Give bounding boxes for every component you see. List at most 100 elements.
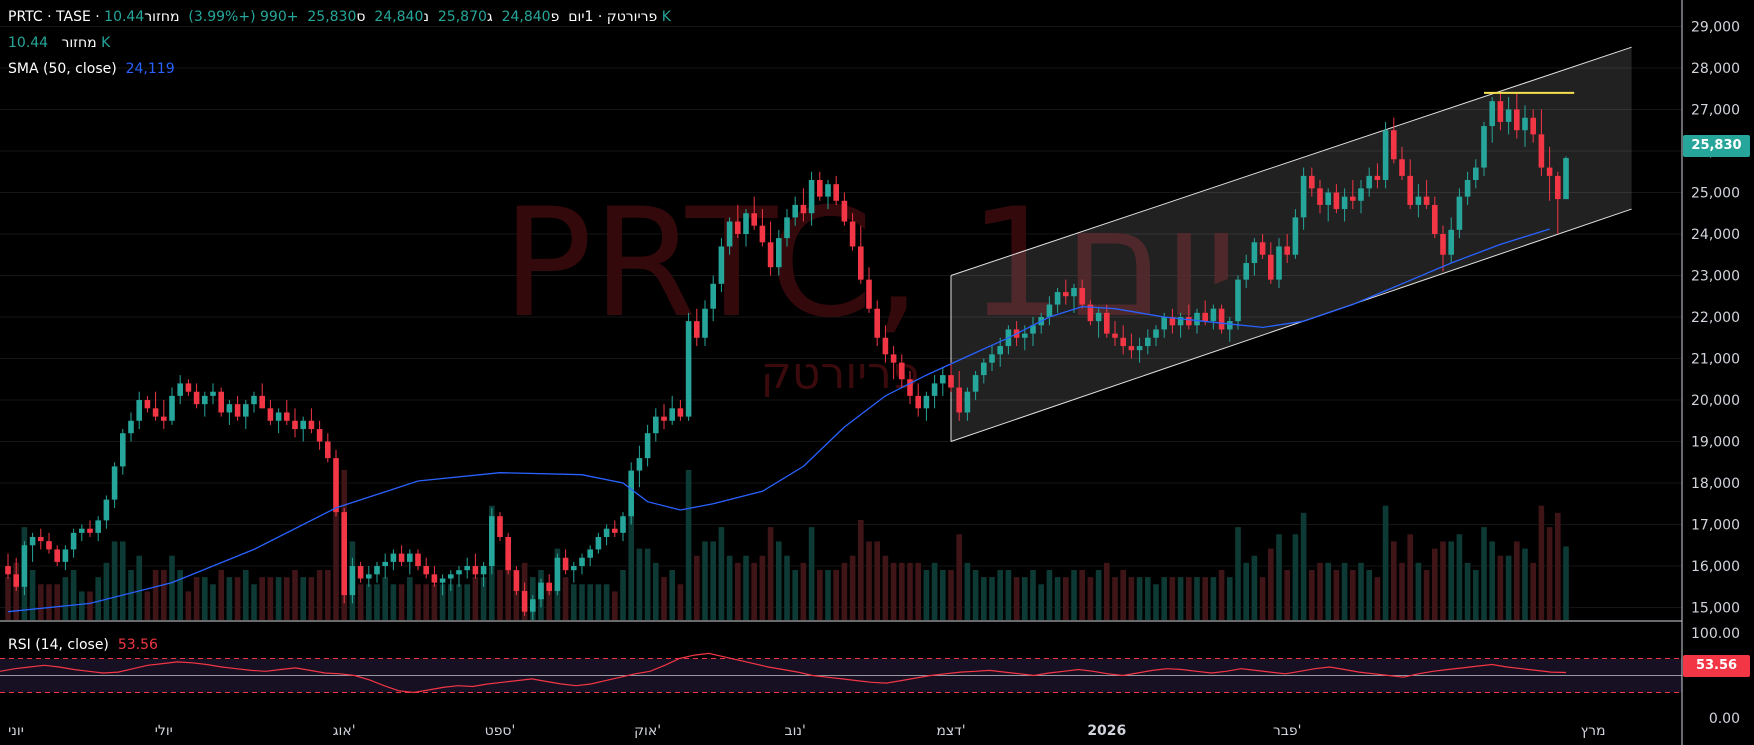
price-tick-label: 21,000 [1691,352,1740,368]
candle-down [1063,292,1069,297]
candle-down [956,387,962,413]
legend-exchange: TASE [56,9,91,25]
volume-bar [267,577,274,620]
volume-bar [1005,570,1012,620]
volume-bar [1161,577,1167,620]
volume-bar [628,512,634,620]
volume-bar [546,584,552,620]
volume-bar [1063,577,1069,620]
candle-down [431,574,438,583]
volume-bar [743,555,749,620]
candle-down [497,516,503,537]
volume-bar [5,577,11,620]
candle-up [653,416,659,434]
candle-down [423,566,429,575]
volume-bar [13,562,19,620]
volume-bar [1046,570,1053,620]
volume-bar [1128,577,1135,620]
volume-bar [439,584,446,620]
candle-down [1333,192,1340,210]
volume-bar [407,577,413,620]
volume-bar [579,584,585,620]
volume-bar [866,541,872,620]
candle-up [571,566,577,571]
rsi-legend[interactable]: RSI (14, close) 53.56 [8,636,158,654]
candle-down [1087,304,1094,322]
volume-bar [800,562,807,620]
candle-up [1227,321,1233,330]
volume-bar [1530,562,1536,620]
volume-bar [1292,534,1299,620]
sma-legend-value: 24,119 [125,61,175,77]
candle-down [735,221,741,234]
volume-bar [144,591,151,620]
volume-bar [784,555,790,620]
volume-bar [284,577,290,620]
candle-down [915,395,921,409]
candle-up [1161,317,1167,330]
volume-bar [997,570,1003,620]
candle-up [1210,308,1217,322]
candle-up [349,566,356,596]
volume-bar [1317,562,1323,620]
volume-bar [808,527,815,620]
volume-bar [751,562,757,620]
volume-bar [1145,577,1151,620]
volume-bar [931,562,938,620]
legend-interval: 1יום [568,9,594,25]
candle-down [185,383,192,392]
volume-bar [1448,541,1454,620]
volume-bar [899,562,905,620]
volume-bar [1538,505,1545,620]
volume-legend-value: 10.44 K [8,35,111,51]
volume-bar [1481,527,1487,620]
time-tick-label: נוב' [785,723,806,739]
candle-up [554,557,561,591]
price-tick-label: 18,000 [1691,476,1740,492]
candle-up [1341,196,1348,210]
candle-down [1497,101,1504,122]
volume-bar [595,584,602,620]
candle-down [1120,337,1126,347]
volume-bar [735,562,741,620]
price-axis[interactable]: 29,00028,00027,00026,00025,00024,00023,0… [1691,19,1740,616]
volume-bar [685,470,692,620]
candle-down [161,416,167,421]
volume-bar [308,577,315,620]
candle-down [38,536,44,542]
candle-down [1259,242,1266,255]
volume-bar [136,555,142,620]
price-tick-label: 28,000 [1691,61,1740,77]
rsi-value-tag[interactable]: 53.56 [1683,655,1750,677]
volume-bar [726,555,733,620]
candle-up [177,383,183,396]
last-price-tag[interactable]: 25,830 [1683,135,1750,157]
time-axis[interactable]: יוני יולי אוג' ספט' אוק' נוב' דצמ' 2026 פבר' מרץ [8,723,1605,739]
time-tick-label: 2026 [1087,723,1126,739]
parallel-channel[interactable] [950,46,1632,442]
candle-down [1104,312,1110,334]
symbol-legend[interactable]: PRTC · TASE · פריורטק · 1יום פ24,840 ג25… [8,8,671,26]
volume-legend[interactable]: מחזור 10.44 K [8,34,110,52]
candle-up [103,499,110,521]
volume-bar [1210,577,1217,620]
volume-bar [833,570,839,620]
volume-bar [1284,570,1290,620]
volume-bar [940,570,946,620]
volume-bar [1464,562,1471,620]
candle-up [628,470,634,517]
candle-down [562,557,569,571]
candle-up [644,433,651,459]
candle-up [95,520,101,533]
candle-down [1546,167,1553,176]
rsi-axis[interactable]: 100.00 0.00 [1691,626,1740,727]
candle-up [1292,217,1299,255]
sma-legend[interactable]: SMA (50, close) 24,119 [8,60,175,78]
time-tick-label: מרץ [1581,723,1606,739]
price-tick-label: 29,000 [1691,19,1740,35]
candle-down [1423,196,1430,205]
candle-down [505,536,511,571]
legend-name: פריורטק [606,9,658,25]
